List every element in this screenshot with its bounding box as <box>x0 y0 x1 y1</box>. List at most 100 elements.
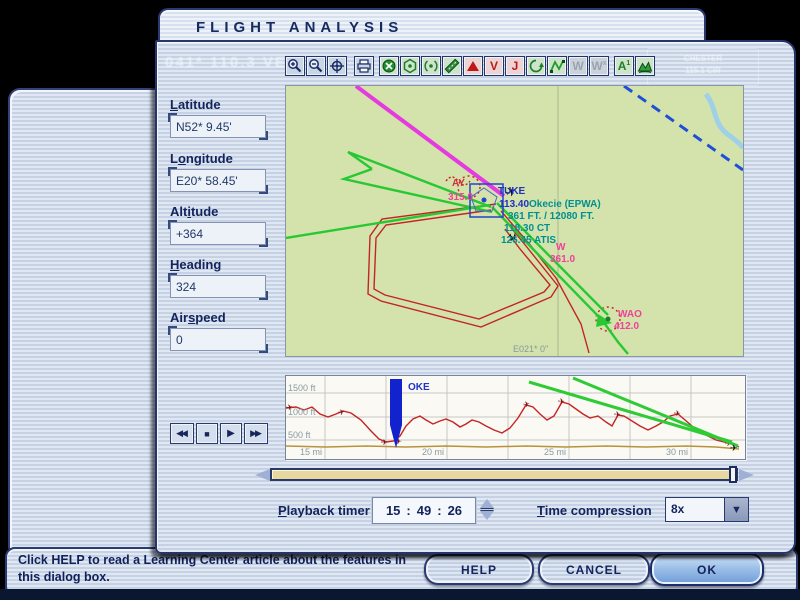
airspeed-label: Airspeed <box>170 310 226 325</box>
wao-ndb-freq: 412.0 <box>614 321 639 332</box>
terrain-icon[interactable] <box>635 56 655 76</box>
wao-ndb-dot <box>605 316 611 322</box>
ok-button[interactable]: OK <box>650 553 764 586</box>
heading-input[interactable] <box>170 275 266 298</box>
ghost-instrument-text: 041* 110.3 VEN <box>165 54 300 71</box>
vor-station-dot <box>481 197 487 203</box>
latitude-field-frame <box>168 113 268 140</box>
fast-forward-button[interactable]: ▶▶ <box>244 423 268 444</box>
profile-endpoint-plane: ✈ <box>730 443 738 453</box>
timer-hours: 15 <box>385 503 401 518</box>
time-compression-label: Time compression <box>537 503 652 518</box>
weather-stations-icon[interactable]: W <box>568 56 588 76</box>
position-marker[interactable] <box>390 379 402 425</box>
vor-symbols-icon[interactable] <box>463 56 483 76</box>
map-canvas[interactable]: ✈ ✈ AY 315.0 TUKE 113.40 Okecie (EPWA) 3… <box>285 85 744 357</box>
vor-stations-icon[interactable] <box>400 56 420 76</box>
wao-ndb-label: WAO <box>618 309 642 320</box>
cancel-button-label: CANCEL <box>566 562 622 577</box>
playback-slider-track[interactable] <box>270 468 738 481</box>
altitude-input[interactable] <box>170 222 266 245</box>
ghost-gps-line2: 115.1 CIR <box>685 66 721 75</box>
slider-right-arrow[interactable] <box>739 469 754 481</box>
timer-seconds: 26 <box>447 503 463 518</box>
zoom-out-icon[interactable] <box>306 56 326 76</box>
y-label-1500: 1500 ft <box>288 383 316 393</box>
airspeed-input[interactable] <box>170 328 266 351</box>
play-button[interactable]: ▶ <box>220 423 242 444</box>
ils-feathers-icon[interactable] <box>442 56 462 76</box>
svg-text:✈: ✈ <box>285 402 293 412</box>
approaches-icon[interactable] <box>526 56 546 76</box>
jet-glyph: J <box>511 59 519 73</box>
svg-text:✈: ✈ <box>614 410 621 419</box>
heading-label: Heading <box>170 257 222 272</box>
w-ndb-freq: 361.0 <box>550 254 575 265</box>
stop-button[interactable]: ■ <box>196 423 218 444</box>
rewind-button[interactable]: ◀◀ <box>170 423 194 444</box>
tags-glyph: A1 <box>617 59 631 73</box>
victor-glyph: V <box>489 59 498 73</box>
latitude-input[interactable] <box>170 115 266 138</box>
map-labels: AY 315.0 TUKE 113.40 Okecie (EPWA) 361 F… <box>448 178 642 354</box>
ghost-gps-line1: CHESTER <box>683 54 723 63</box>
latitude-label: Latitude <box>170 97 221 112</box>
dialog-title-tab: FLIGHT ANALYSIS <box>158 8 706 44</box>
chevron-down-icon: ▼ <box>731 503 742 516</box>
airspeed-field-frame <box>168 326 268 353</box>
svg-text:✈: ✈ <box>522 399 530 409</box>
profile-axis-labels: 1500 ft 1000 ft 500 ft 15 mi 20 mi 25 mi… <box>288 383 688 457</box>
longitude-label: Longitude <box>170 151 233 166</box>
altitude-profile-chart[interactable]: ✈✈ ✈✈ ✈✈ ✈✈✈ ✈ 1500 ft 1000 ft 500 ft 15… <box>285 375 746 460</box>
help-status-text: Click HELP to read a Learning Center art… <box>18 552 418 586</box>
svg-text:✈: ✈ <box>395 437 402 446</box>
green-path-arrowhead <box>596 314 612 327</box>
cancel-button[interactable]: CANCEL <box>538 554 650 585</box>
jet-airways-icon[interactable]: J <box>505 56 525 76</box>
svg-text:✈: ✈ <box>337 407 345 417</box>
svg-text:✈: ✈ <box>381 438 388 447</box>
ghost-gps-box: CHESTER 115.1 CIR <box>647 48 759 86</box>
timer-spinner-down[interactable] <box>480 511 494 520</box>
red-ground-track <box>367 175 621 354</box>
playback-timer-field[interactable]: 15:49:26 <box>372 497 476 524</box>
help-button[interactable]: HELP <box>424 554 534 585</box>
ndb-stations-icon[interactable] <box>421 56 441 76</box>
playback-controls: ◀◀ ■ ▶ ▶▶ <box>170 423 270 444</box>
vor-selection-box <box>469 183 504 218</box>
airway-dashed-line <box>623 86 743 172</box>
altitude-field-frame <box>168 220 268 247</box>
atis-freq-label: 126.45 ATIS <box>501 235 556 246</box>
green-flight-path <box>286 150 629 355</box>
winds-aloft-icon[interactable]: Wx <box>589 56 609 76</box>
time-compression-dropdown[interactable]: 8x ▼ <box>665 497 749 522</box>
vor-compass-pentagon <box>470 187 498 212</box>
airport-name-label: Okecie (EPWA) <box>529 199 601 210</box>
victor-airways-icon[interactable]: V <box>484 56 504 76</box>
help-status-line2: this dialog box. <box>18 570 110 584</box>
flight-plan-icon[interactable] <box>547 56 567 76</box>
x-label-20mi: 20 mi <box>422 447 444 457</box>
timer-spinner-up[interactable] <box>480 499 494 508</box>
position-marker-label: OKE <box>408 382 430 393</box>
help-button-label: HELP <box>460 562 497 577</box>
meridian-label: E021* 0'' <box>513 344 549 354</box>
map-toolbar: V J W Wx A1 <box>285 56 656 76</box>
zoom-in-icon[interactable] <box>285 56 305 76</box>
print-icon[interactable] <box>354 56 374 76</box>
airports-icon[interactable] <box>379 56 399 76</box>
center-map-icon[interactable] <box>327 56 347 76</box>
longitude-input[interactable] <box>170 169 266 192</box>
longitude-field-frame <box>168 167 268 194</box>
svg-text:✈: ✈ <box>674 409 681 418</box>
magenta-course-line <box>354 86 506 198</box>
slider-left-arrow[interactable] <box>255 469 270 481</box>
data-tags-icon[interactable]: A1 <box>614 56 634 76</box>
y-label-1000: 1000 ft <box>288 407 316 417</box>
dropdown-arrow-button[interactable]: ▼ <box>724 498 748 521</box>
glideslope-lines <box>528 376 739 448</box>
x-label-15mi: 15 mi <box>300 447 322 457</box>
playback-slider-thumb[interactable] <box>729 466 737 483</box>
svg-text:✈: ✈ <box>558 397 565 406</box>
